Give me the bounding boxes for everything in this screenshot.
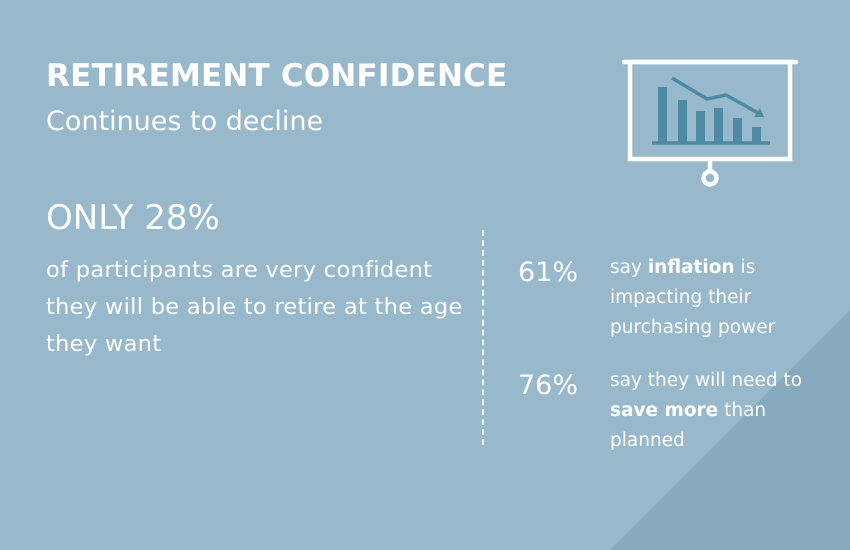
dashed-divider (482, 230, 484, 445)
page-subtitle: Continues to decline (46, 106, 324, 137)
presentation-chart-declining-icon (621, 59, 799, 187)
stat-text-save-more: say they will need to save more than pla… (610, 366, 820, 456)
stat-number-inflation: 61% (518, 257, 579, 288)
stat-text-pre: say they will need to (610, 370, 803, 391)
stat-text-post: is impacting their purchasing power (610, 257, 776, 338)
headline-description: of participants are very confident they … (46, 257, 463, 357)
stat-text-bold: save more (610, 400, 719, 421)
stat-text-pre: say (610, 257, 648, 278)
stat-text-post: than planned (610, 400, 767, 451)
stat-text-inflation: say inflation is impacting their purchas… (610, 253, 820, 343)
headline-stat: ONLY 28% (46, 198, 220, 238)
stat-number-save-more: 76% (518, 370, 579, 401)
page-title: RETIREMENT CONFIDENCE (46, 58, 508, 94)
stat-text-bold: inflation (647, 257, 735, 278)
